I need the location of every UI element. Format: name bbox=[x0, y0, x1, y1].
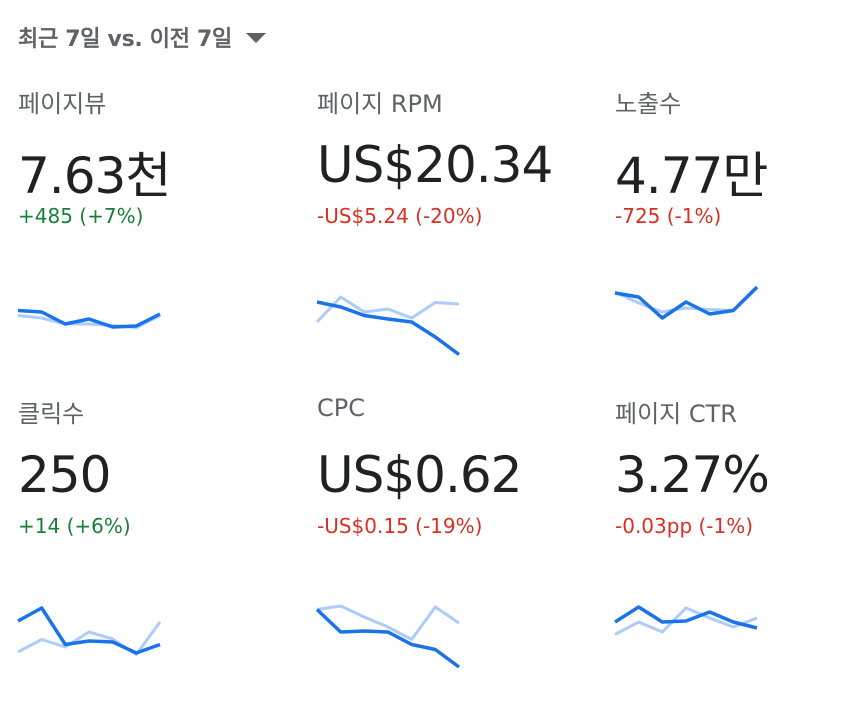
metric-change: -US$0.15 (-19%) bbox=[317, 514, 483, 538]
sparkline-chart bbox=[315, 295, 461, 356]
metric-label: 클릭수 bbox=[18, 400, 85, 428]
sparkline-current-period bbox=[614, 285, 759, 320]
metric-value: US$0.62 bbox=[317, 446, 522, 504]
sparkline-chart bbox=[315, 604, 461, 669]
date-range-label: 최근 7일 vs. 이전 7일 bbox=[18, 27, 232, 52]
sparkline-current-period bbox=[614, 605, 758, 630]
metric-card-page-rpm[interactable]: 페이지 RPM US$20.34 -US$5.24 (-20%) bbox=[315, 0, 597, 356]
sparkline-current-period bbox=[17, 308, 161, 329]
metric-card-pageviews[interactable]: 페이지뷰 7.63천 +485 (+7%) bbox=[17, 0, 298, 329]
sparkline-chart bbox=[614, 605, 758, 636]
sparkline-previous-period bbox=[316, 604, 460, 641]
sparkline-chart bbox=[17, 308, 161, 329]
metric-card-cpc[interactable]: CPC US$0.62 -US$0.15 (-19%) bbox=[315, 310, 597, 669]
metric-label: 페이지 RPM bbox=[317, 90, 443, 118]
metric-change: +485 (+7%) bbox=[18, 204, 144, 228]
metric-card-clicks[interactable]: 클릭수 250 +14 (+6%) bbox=[17, 310, 298, 656]
date-range-selector[interactable]: 최근 7일 vs. 이전 7일 bbox=[18, 20, 266, 54]
sparkline-current-period bbox=[17, 606, 161, 655]
sparkline-current-period bbox=[316, 300, 461, 356]
metric-card-page-ctr[interactable]: 페이지 CTR 3.27% -0.03pp (-1%) bbox=[614, 310, 850, 636]
metric-value: 3.27% bbox=[615, 446, 770, 504]
sparkline-previous-period bbox=[315, 295, 460, 324]
metric-value: 7.63천 bbox=[18, 147, 171, 205]
arrow-drop-down-icon bbox=[246, 33, 266, 43]
sparkline-chart bbox=[17, 606, 162, 656]
metric-change: -US$5.24 (-20%) bbox=[317, 204, 483, 228]
metric-value: 250 bbox=[18, 446, 111, 504]
sparkline-previous-period bbox=[17, 621, 162, 656]
metric-card-impressions[interactable]: 노출수 4.77만 -725 (-1%) bbox=[614, 0, 850, 320]
metric-label: 페이지뷰 bbox=[18, 90, 107, 118]
metric-change: +14 (+6%) bbox=[18, 514, 131, 538]
metric-change: -725 (-1%) bbox=[615, 204, 722, 228]
metric-label: CPC bbox=[317, 394, 365, 422]
metric-label: 페이지 CTR bbox=[615, 400, 737, 428]
metric-label: 노출수 bbox=[615, 90, 682, 118]
sparkline-previous-period bbox=[614, 606, 758, 636]
sparkline-chart bbox=[614, 285, 759, 320]
metric-value: US$20.34 bbox=[317, 136, 553, 194]
metric-change: -0.03pp (-1%) bbox=[615, 514, 754, 538]
sparkline-current-period bbox=[315, 608, 461, 669]
metric-value: 4.77만 bbox=[615, 147, 768, 205]
